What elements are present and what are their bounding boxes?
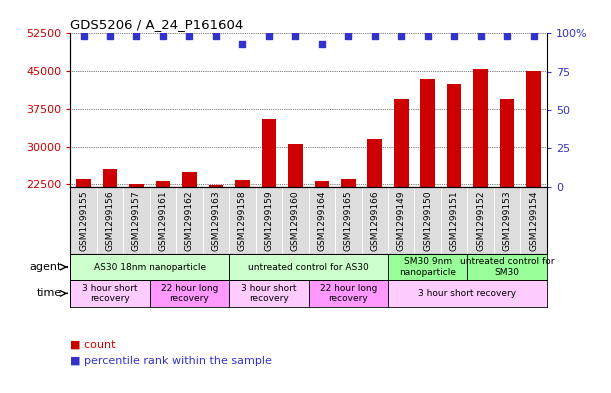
Point [79,33,89,40]
Point [105,33,115,40]
Bar [394,99,409,298]
Text: ■ count: ■ count [70,340,115,350]
Point [476,33,486,40]
Text: GSM1299158: GSM1299158 [238,190,247,251]
Point [185,33,194,40]
Text: 22 hour long
recovery: 22 hour long recovery [161,284,218,303]
Point [370,33,379,40]
Text: GSM1299154: GSM1299154 [529,190,538,251]
Point [397,33,406,40]
Text: GSM1299153: GSM1299153 [503,190,511,251]
Bar [309,280,388,307]
Bar [235,180,250,298]
Bar [129,184,144,298]
Bar [388,280,547,307]
Point [211,33,221,40]
Bar [388,254,467,280]
Text: GSM1299149: GSM1299149 [397,190,406,251]
Text: 3 hour short
recovery: 3 hour short recovery [241,284,296,303]
Bar [474,69,488,298]
Text: GDS5206 / A_24_P161604: GDS5206 / A_24_P161604 [70,18,244,31]
Text: 3 hour short recovery: 3 hour short recovery [419,289,516,298]
Text: GSM1299152: GSM1299152 [476,190,485,251]
Bar [76,179,91,298]
Text: GSM1299162: GSM1299162 [185,190,194,251]
Bar [341,179,356,298]
Text: agent: agent [29,262,62,272]
Point [264,33,274,40]
Text: GSM1299163: GSM1299163 [211,190,221,251]
Point [131,33,141,40]
Text: GSM1299166: GSM1299166 [370,190,379,251]
Text: GSM1299157: GSM1299157 [132,190,141,251]
Bar [447,84,461,298]
Text: ■ percentile rank within the sample: ■ percentile rank within the sample [70,356,272,365]
Text: time: time [37,288,62,298]
Text: GSM1299156: GSM1299156 [106,190,114,251]
Bar [315,181,329,298]
Text: untreated control for AS30: untreated control for AS30 [248,263,369,272]
Point [290,33,300,40]
Text: SM30 9nm
nanoparticle: SM30 9nm nanoparticle [399,257,456,277]
Bar [367,139,382,298]
Point [502,33,512,40]
Bar [150,280,229,307]
Bar [420,79,435,298]
Point [529,33,538,40]
Bar [288,144,302,298]
Text: untreated control for
SM30: untreated control for SM30 [460,257,554,277]
Bar [229,254,388,280]
Bar [103,169,117,298]
Text: GSM1299165: GSM1299165 [344,190,353,251]
Point [343,33,353,40]
Point [423,33,433,40]
Point [317,41,327,47]
Bar [526,71,541,298]
Bar [70,254,229,280]
Bar [208,185,223,298]
Text: GSM1299159: GSM1299159 [265,190,273,251]
Bar [500,99,514,298]
Bar [229,280,309,307]
Bar [467,254,547,280]
Text: 3 hour short
recovery: 3 hour short recovery [82,284,137,303]
Text: AS30 18nm nanoparticle: AS30 18nm nanoparticle [93,263,206,272]
Bar [70,280,150,307]
Text: GSM1299151: GSM1299151 [450,190,459,251]
Text: GSM1299150: GSM1299150 [423,190,432,251]
Point [158,33,168,40]
Text: 22 hour long
recovery: 22 hour long recovery [320,284,377,303]
Text: GSM1299155: GSM1299155 [79,190,88,251]
Bar [182,172,197,298]
Text: GSM1299164: GSM1299164 [317,190,326,251]
Text: GSM1299160: GSM1299160 [291,190,300,251]
Point [449,33,459,40]
Bar [262,119,276,298]
Bar [156,181,170,298]
Point [238,41,247,47]
Text: GSM1299161: GSM1299161 [158,190,167,251]
